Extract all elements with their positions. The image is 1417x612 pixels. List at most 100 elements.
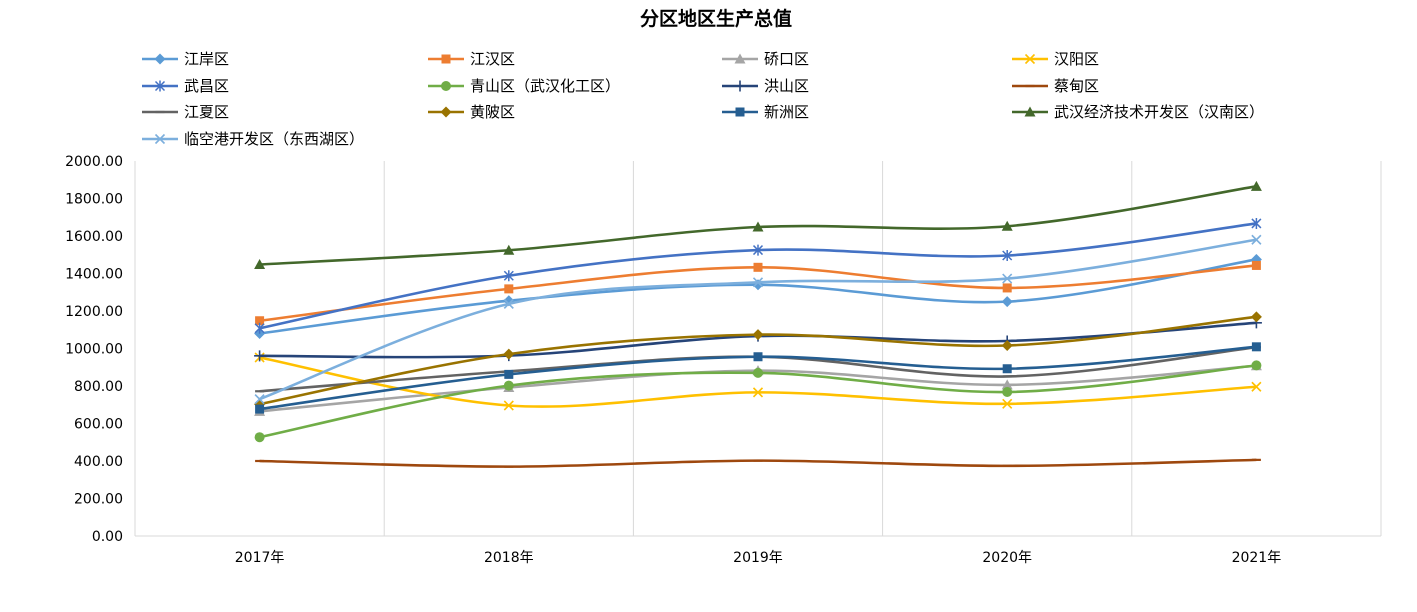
triangle-marker	[1250, 180, 1262, 191]
asterisk-marker	[1251, 217, 1262, 229]
data-point	[1002, 387, 1013, 397]
triangle-marker	[1001, 379, 1013, 390]
series-13	[254, 234, 1262, 405]
data-point	[440, 106, 452, 118]
data-point	[753, 262, 763, 272]
x-marker	[503, 400, 514, 411]
data-point	[1251, 381, 1262, 392]
circle-marker	[1251, 360, 1262, 371]
series-8	[255, 458, 1261, 468]
legend-item: 洪山区	[722, 77, 809, 95]
square-marker	[753, 262, 763, 272]
diamond-marker	[440, 106, 452, 118]
circle-marker	[753, 367, 763, 378]
data-point	[254, 322, 265, 334]
data-point	[254, 259, 266, 269]
y-tick-label: 1600.00	[65, 229, 123, 245]
diamond-marker	[1250, 311, 1262, 323]
circle-marker	[441, 81, 451, 91]
legend-label: 黄陂区	[470, 103, 515, 121]
diamond-marker	[503, 348, 515, 360]
square-marker	[1002, 364, 1012, 374]
plus-marker	[734, 80, 746, 92]
data-point	[1251, 360, 1262, 371]
legend-item: 蔡甸区	[1012, 77, 1099, 95]
data-point	[1251, 234, 1262, 245]
y-tick-label: 800.00	[74, 379, 123, 395]
legend-item: 武汉经济技术开发区（汉南区）	[1012, 103, 1264, 121]
triangle-marker	[1001, 220, 1013, 231]
square-marker	[1251, 260, 1261, 270]
y-axis: 0.00 200.00 400.00 600.00 800.00 1000.00 1200.…	[65, 154, 123, 545]
legend-item: 江岸区	[142, 50, 229, 68]
data-point	[752, 277, 764, 288]
data-point	[1002, 273, 1013, 284]
asterisk-marker	[1002, 250, 1013, 261]
circle-marker	[1002, 387, 1013, 397]
legend-label: 武昌区	[184, 77, 229, 95]
data-point	[1251, 342, 1261, 352]
series-layer	[254, 180, 1262, 468]
legend-item: 武昌区	[142, 77, 229, 95]
legend-item: 临空港开发区（东西湖区）	[142, 130, 364, 148]
diamond-marker	[154, 53, 166, 65]
data-point	[752, 329, 764, 341]
y-tick-label: 0.00	[92, 529, 123, 545]
data-point	[752, 387, 764, 398]
data-point	[1001, 296, 1013, 308]
data-point	[441, 54, 451, 64]
triangle-marker	[1024, 106, 1036, 117]
data-point	[254, 350, 266, 362]
legend-label: 新洲区	[764, 103, 809, 121]
diamond-marker	[1001, 340, 1013, 351]
legend-label: 蔡甸区	[1054, 77, 1099, 95]
x-tick-label: 2020年	[982, 550, 1032, 566]
x-marker	[752, 277, 764, 288]
series-5	[254, 217, 1262, 334]
data-point	[503, 244, 515, 255]
data-point	[154, 133, 166, 145]
square-marker	[735, 107, 745, 117]
asterisk-marker	[154, 80, 166, 92]
x-marker	[254, 394, 265, 405]
square-marker	[504, 369, 514, 379]
data-point	[1001, 220, 1013, 231]
y-tick-label: 1800.00	[65, 192, 123, 208]
series-12	[254, 180, 1262, 269]
x-tick-label: 2017年	[235, 550, 285, 566]
data-point	[154, 53, 166, 65]
x-tick-label: 2018年	[484, 550, 534, 566]
y-tick-label: 1000.00	[65, 342, 123, 358]
data-point	[1002, 283, 1012, 293]
data-point	[1001, 340, 1013, 351]
legend-label: 汉阳区	[1054, 50, 1099, 68]
data-point	[753, 367, 763, 378]
legend-item: 新洲区	[722, 103, 809, 121]
data-point	[1002, 250, 1013, 261]
data-point	[255, 404, 265, 414]
x-marker	[154, 133, 166, 145]
data-point	[735, 107, 745, 117]
plus-marker	[254, 350, 266, 362]
legend-label: 江夏区	[184, 103, 229, 121]
data-point	[1001, 379, 1013, 390]
data-point	[503, 270, 514, 282]
legend-label: 临空港开发区（东西湖区）	[184, 130, 364, 148]
data-point	[504, 284, 514, 294]
triangle-marker	[503, 244, 515, 255]
series-6	[254, 360, 1262, 443]
data-point	[734, 53, 746, 64]
asterisk-marker	[503, 270, 514, 282]
x-marker	[1024, 53, 1036, 65]
x-marker	[1251, 381, 1262, 392]
x-marker	[503, 298, 514, 309]
triangle-marker	[752, 221, 764, 232]
square-marker	[1002, 283, 1012, 293]
asterisk-marker	[254, 322, 265, 334]
data-point	[1250, 180, 1262, 191]
circle-marker	[503, 380, 514, 391]
data-point	[254, 394, 265, 405]
circle-marker	[254, 432, 265, 443]
